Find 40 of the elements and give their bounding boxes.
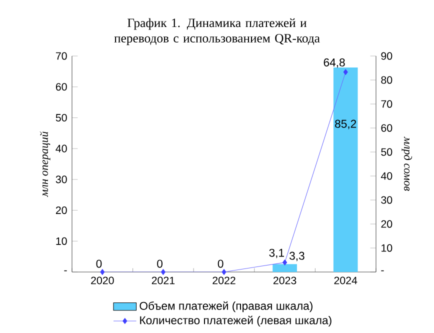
y2-tick-label: 90 xyxy=(381,52,392,60)
point xyxy=(343,69,348,75)
point xyxy=(160,269,166,275)
y-axis-title: млн операций xyxy=(40,131,50,198)
data-label: 3,3 xyxy=(290,252,304,262)
legend-label: Количество платежей (левая шкала) xyxy=(140,316,332,327)
y-tick-label: 10 xyxy=(56,237,67,245)
point xyxy=(222,269,226,275)
point xyxy=(100,269,105,275)
y2-tick-label: 80 xyxy=(381,76,392,84)
x-tick-label: 2023 xyxy=(273,276,296,284)
y-tick-label: - xyxy=(64,270,67,272)
x-tick-label: 2024 xyxy=(334,276,358,284)
data-label: 3,1 xyxy=(269,248,284,258)
y-tick-label: 70 xyxy=(56,52,67,60)
point xyxy=(282,260,288,266)
data-label: 0 xyxy=(157,260,162,268)
x-tick-label: 2021 xyxy=(152,276,175,284)
y2-tick-label: 30 xyxy=(381,196,392,204)
y2-tick-label: 60 xyxy=(381,124,392,132)
y2-tick-label: 50 xyxy=(381,148,392,156)
x-tick-label: 2022 xyxy=(212,276,236,284)
data-label: 0 xyxy=(96,260,102,268)
y2-axis-title: млрд сомов xyxy=(402,136,412,191)
legend-label: Объем платежей (правая шкала) xyxy=(140,301,312,312)
data-label: 0 xyxy=(218,260,224,268)
y2-tick-label: 20 xyxy=(381,220,392,228)
y2-tick-label: 70 xyxy=(381,100,392,108)
data-label: 85,2 xyxy=(335,120,356,130)
y2-tick-label: 40 xyxy=(380,172,392,180)
y-tick-label: 30 xyxy=(56,176,67,184)
y-tick-label: 60 xyxy=(56,83,67,91)
y-tick-label: 50 xyxy=(56,114,67,122)
x-tick-label: 2020 xyxy=(91,276,114,284)
data-label: 64,8 xyxy=(324,58,345,68)
y-tick-label: 40 xyxy=(56,144,67,152)
y2-tick-label: 10 xyxy=(382,244,392,252)
y2-tick-label: - xyxy=(381,270,384,272)
chart-title: График 1. Динамика платежей и переводов с использованием QR-кода xyxy=(114,18,320,46)
y-tick-label: 20 xyxy=(56,206,67,214)
